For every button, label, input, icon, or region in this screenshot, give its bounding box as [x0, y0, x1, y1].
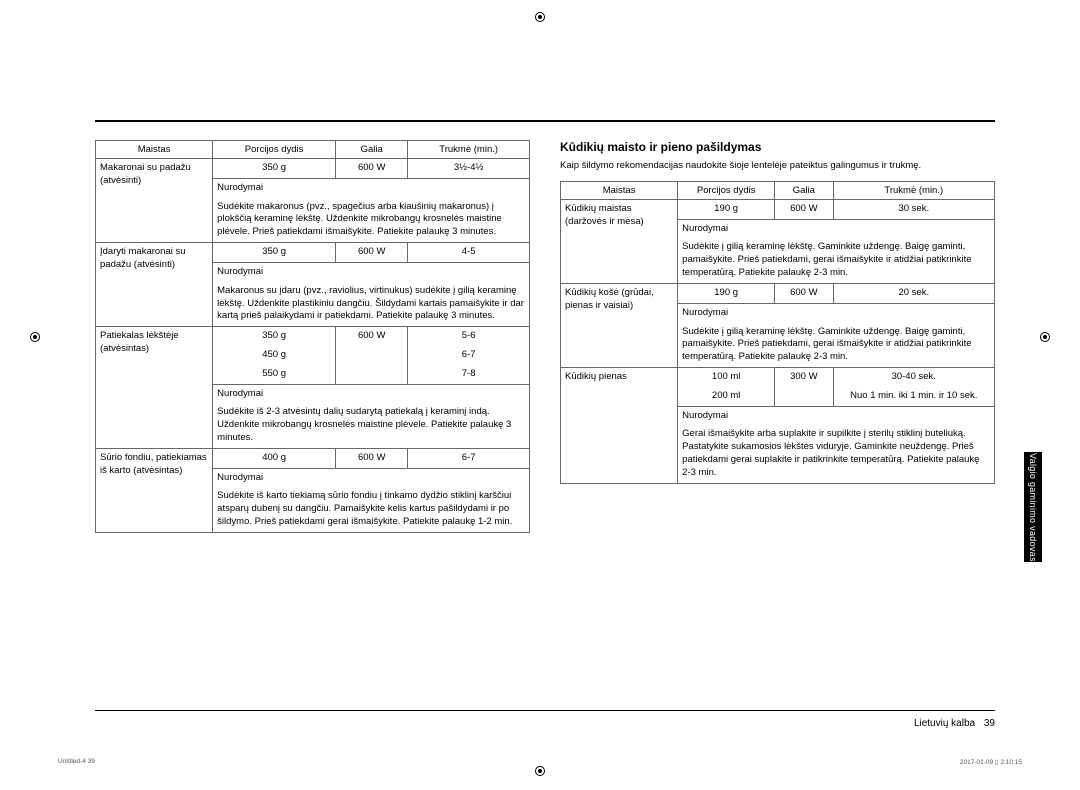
cell-time: Nuo 1 min. iki 1 min. ir 10 sek. [833, 387, 994, 406]
two-column-layout: Maistas Porcijos dydis Galia Trukmė (min… [95, 140, 995, 533]
table-header-row: Maistas Porcijos dydis Galia Trukmė (min… [561, 181, 995, 199]
section-intro: Kaip šildymo rekomendacijas naudokite ši… [560, 160, 995, 173]
cell-instructions: Sudėkite į gilią keraminę lėkštę. Gamink… [678, 323, 995, 368]
col-time: Trukmė (min.) [833, 181, 994, 199]
cell-food: Sūrio fondiu, patiekiamas iš karto (atvė… [96, 448, 213, 532]
table-row: Kūdikių pienas100 ml300 W30-40 sek. [561, 367, 995, 386]
bottom-divider [95, 710, 995, 711]
cell-time: 4-5 [408, 243, 530, 263]
cell-instructions: Sudėkite makaronus (pvz., spagečius arba… [213, 198, 530, 243]
cell-portion: 450 g [213, 346, 336, 365]
print-meta-left: Untitled-4 39 [58, 758, 95, 765]
cell-time: 30 sek. [833, 199, 994, 219]
col-time: Trukmė (min.) [408, 141, 530, 159]
cell-time: 5-6 [408, 327, 530, 346]
cell-power: 600 W [775, 199, 833, 219]
col-power: Galia [336, 141, 408, 159]
cell-time: 7-8 [408, 365, 530, 384]
cell-portion: 190 g [678, 283, 775, 303]
cell-instructions: Sudėkite iš karto tiekiamą sūrio fondiu … [213, 487, 530, 532]
cell-portion: 350 g [213, 159, 336, 179]
cell-portion: 350 g [213, 243, 336, 263]
cell-instructions: Sudėkite iš 2-3 atvėsintų dalių sudarytą… [213, 403, 530, 448]
col-food: Maistas [561, 181, 678, 199]
cell-power: 600 W [336, 448, 408, 468]
crop-mark-top [535, 12, 545, 22]
page-footer: Lietuvių kalba 39 [914, 718, 995, 729]
cell-food: Kūdikių košė (grūdai, pienas ir vaisiai) [561, 283, 678, 367]
table-row: Patiekalas lėkštėje (atvėsintas)350 g600… [96, 327, 530, 346]
cell-portion: 190 g [678, 199, 775, 219]
table-row: Kūdikių maistas (daržovės ir mėsa)190 g6… [561, 199, 995, 219]
col-portion: Porcijos dydis [678, 181, 775, 199]
cell-time: 20 sek. [833, 283, 994, 303]
cell-portion: 100 ml [678, 367, 775, 386]
cell-instructions-label: Nurodymai [213, 262, 530, 281]
col-food: Maistas [96, 141, 213, 159]
cell-power: 600 W [336, 159, 408, 179]
cell-instructions-label: Nurodymai [678, 219, 995, 238]
cell-instructions-label: Nurodymai [213, 384, 530, 403]
cell-portion: 550 g [213, 365, 336, 384]
cell-power: 600 W [336, 327, 408, 346]
cell-power [336, 346, 408, 365]
cell-instructions: Gerai išmaišykite arba suplakite ir supi… [678, 425, 995, 483]
footer-page-number: 39 [984, 718, 995, 729]
cell-time: 30-40 sek. [833, 367, 994, 386]
col-power: Galia [775, 181, 833, 199]
cell-instructions-label: Nurodymai [213, 178, 530, 197]
table-row: Įdaryti makaronai su padažu (atvėsinti)3… [96, 243, 530, 263]
baby-food-table: Maistas Porcijos dydis Galia Trukmė (min… [560, 181, 995, 484]
cell-instructions-label: Nurodymai [678, 406, 995, 425]
cell-food: Patiekalas lėkštėje (atvėsintas) [96, 327, 213, 449]
cell-food: Kūdikių maistas (daržovės ir mėsa) [561, 199, 678, 283]
cell-time: 3½-4½ [408, 159, 530, 179]
cell-power [336, 365, 408, 384]
col-portion: Porcijos dydis [213, 141, 336, 159]
cell-instructions-label: Nurodymai [678, 303, 995, 322]
print-meta-right: 2017-01-09 ▯ 2:10:15 [960, 758, 1022, 766]
table-header-row: Maistas Porcijos dydis Galia Trukmė (min… [96, 141, 530, 159]
cell-instructions: Sudėkite į gilią keraminę lėkštę. Gamink… [678, 238, 995, 283]
cell-time: 6-7 [408, 346, 530, 365]
reheat-table: Maistas Porcijos dydis Galia Trukmė (min… [95, 140, 530, 533]
cell-power: 600 W [775, 283, 833, 303]
cell-time: 6-7 [408, 448, 530, 468]
top-divider [95, 120, 995, 122]
cell-food: Kūdikių pienas [561, 367, 678, 483]
crop-mark-right [1040, 332, 1050, 342]
page-content: Maistas Porcijos dydis Galia Trukmė (min… [95, 120, 995, 533]
table-row: Sūrio fondiu, patiekiamas iš karto (atvė… [96, 448, 530, 468]
cell-power [775, 387, 833, 406]
crop-mark-left [30, 332, 40, 342]
cell-food: Įdaryti makaronai su padažu (atvėsinti) [96, 243, 213, 327]
cell-instructions: Makaronus su įdaru (pvz., raviolius, vir… [213, 282, 530, 327]
cell-power: 300 W [775, 367, 833, 386]
table-row: Kūdikių košė (grūdai, pienas ir vaisiai)… [561, 283, 995, 303]
cell-instructions-label: Nurodymai [213, 468, 530, 487]
cell-food: Makaronai su padažu (atvėsinti) [96, 159, 213, 243]
section-title: Kūdikių maisto ir pieno pašildymas [560, 140, 995, 154]
cell-portion: 400 g [213, 448, 336, 468]
cell-portion: 350 g [213, 327, 336, 346]
footer-language: Lietuvių kalba [914, 718, 975, 729]
left-column: Maistas Porcijos dydis Galia Trukmė (min… [95, 140, 530, 533]
crop-mark-bottom [535, 766, 545, 776]
cell-power: 600 W [336, 243, 408, 263]
side-tab: Valgio gaminimo vadovas [1024, 452, 1042, 562]
right-column: Kūdikių maisto ir pieno pašildymas Kaip … [560, 140, 995, 533]
table-row: Makaronai su padažu (atvėsinti)350 g600 … [96, 159, 530, 179]
cell-portion: 200 ml [678, 387, 775, 406]
